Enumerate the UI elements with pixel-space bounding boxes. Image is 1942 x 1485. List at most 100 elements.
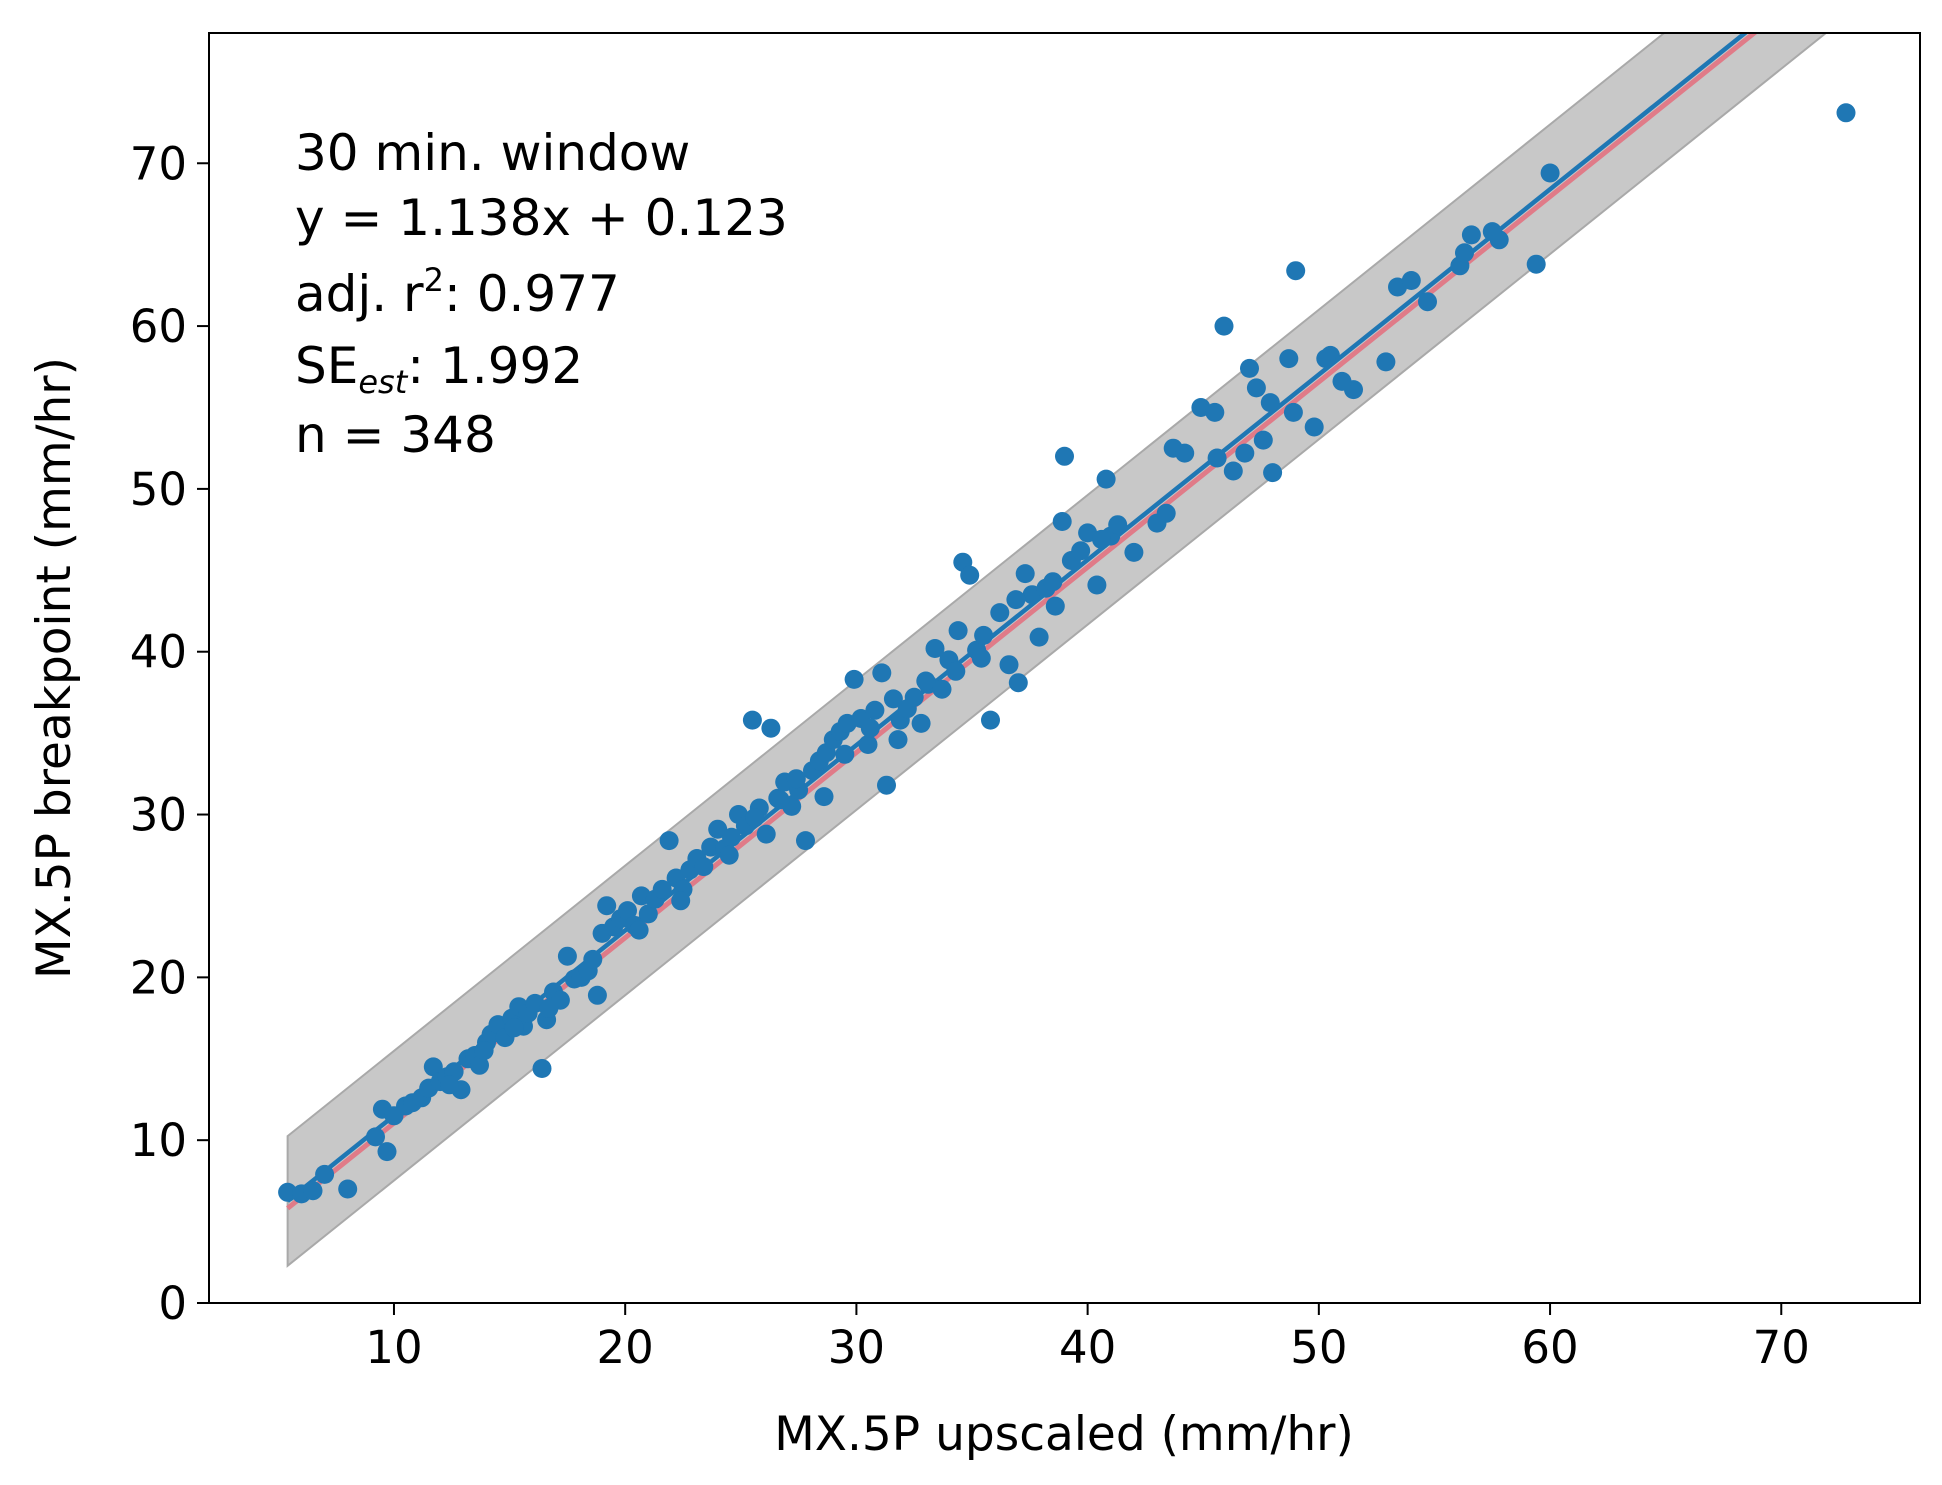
data-point xyxy=(694,857,714,877)
data-point xyxy=(1482,222,1502,242)
data-point xyxy=(1418,292,1437,312)
data-point xyxy=(278,1182,298,1202)
annotation-n: n = 348 xyxy=(295,406,496,464)
data-point xyxy=(1124,542,1144,562)
data-point xyxy=(1279,349,1299,369)
data-point xyxy=(1253,430,1273,450)
data-point xyxy=(814,787,834,807)
data-point xyxy=(860,718,880,738)
data-point xyxy=(1332,371,1352,391)
data-point xyxy=(1096,469,1116,489)
data-point xyxy=(911,713,931,733)
data-point xyxy=(1304,417,1324,437)
data-point xyxy=(504,1018,524,1038)
data-point xyxy=(925,639,945,658)
data-point xyxy=(865,700,885,720)
data-point xyxy=(1240,358,1259,378)
x-tick-label: 70 xyxy=(1753,1321,1810,1374)
y-tick-label: 20 xyxy=(130,951,187,1004)
y-tick-label: 50 xyxy=(130,463,187,516)
data-point xyxy=(557,946,577,966)
data-point xyxy=(796,831,815,851)
data-point xyxy=(1836,103,1856,123)
annotation-equation: y = 1.138x + 0.123 xyxy=(295,189,788,247)
data-point xyxy=(1029,627,1049,647)
data-point xyxy=(916,671,936,691)
y-tick-label: 10 xyxy=(130,1114,187,1167)
prediction-band xyxy=(286,33,1828,1268)
data-point xyxy=(1540,163,1560,183)
annotation-r2: adj. r2: 0.977 xyxy=(295,261,620,323)
data-point xyxy=(770,790,790,810)
y-axis-label: MX.5P breakpoint (mm/hr) xyxy=(27,357,82,979)
data-point xyxy=(742,710,762,730)
data-point xyxy=(904,687,924,707)
x-axis-label: MX.5P upscaled (mm/hr) xyxy=(774,1407,1354,1462)
data-point xyxy=(981,710,1000,730)
data-point xyxy=(1316,349,1336,369)
y-tick-label: 60 xyxy=(130,300,187,353)
data-point xyxy=(532,1059,552,1078)
data-point xyxy=(960,565,980,585)
data-point xyxy=(377,1142,397,1162)
y-axis-ticks: 0 10 20 30 40 50 60 70 xyxy=(130,137,209,1330)
data-point xyxy=(629,920,649,940)
confidence-band-layer xyxy=(286,33,1828,1268)
data-point xyxy=(440,1075,459,1095)
annotation-window: 30 min. window xyxy=(295,124,690,182)
data-point xyxy=(835,744,855,764)
x-tick-label: 50 xyxy=(1290,1321,1347,1374)
data-point xyxy=(1071,541,1091,561)
data-point xyxy=(638,904,658,924)
data-point xyxy=(1260,393,1280,413)
annotation-r2-sup: 2 xyxy=(424,261,444,299)
data-point xyxy=(877,775,896,795)
data-point xyxy=(1214,316,1234,336)
data-point xyxy=(671,891,691,911)
data-point xyxy=(1286,261,1306,281)
data-point xyxy=(1008,673,1028,693)
data-point xyxy=(708,819,728,839)
data-point xyxy=(659,831,679,851)
data-point xyxy=(474,1041,494,1061)
data-point xyxy=(470,1055,489,1075)
data-point xyxy=(539,998,559,1018)
x-tick-label: 40 xyxy=(1059,1321,1116,1374)
annotation-se: SEest: 1.992 xyxy=(295,337,583,401)
plot-frame xyxy=(208,32,1921,1304)
data-point xyxy=(1283,402,1303,422)
data-point xyxy=(366,1127,385,1147)
data-point xyxy=(618,901,637,921)
data-point xyxy=(946,661,966,681)
y-tick-label: 30 xyxy=(130,789,187,842)
x-tick-label: 30 xyxy=(828,1321,885,1374)
x-axis-ticks: 10 20 30 40 50 60 70 xyxy=(365,1303,1810,1374)
data-point xyxy=(1015,564,1035,584)
data-point xyxy=(1108,515,1128,535)
data-point xyxy=(883,689,903,709)
data-point xyxy=(888,730,908,750)
annotation-se-prefix: SE xyxy=(295,337,358,395)
data-point xyxy=(1455,243,1474,263)
data-point xyxy=(583,949,603,969)
y-tick-label: 0 xyxy=(158,1277,187,1330)
y-tick-label: 70 xyxy=(130,137,187,190)
annotation-r2-value: : 0.977 xyxy=(444,265,620,323)
data-point xyxy=(990,603,1010,623)
data-point xyxy=(1205,402,1225,422)
data-point xyxy=(1087,575,1107,595)
data-point xyxy=(745,808,765,828)
stats-annotation: 30 min. window y = 1.138x + 0.123 adj. r… xyxy=(295,124,788,464)
data-point xyxy=(1006,590,1026,610)
y-tick-label: 40 xyxy=(130,626,187,679)
data-point xyxy=(1175,443,1195,463)
data-point xyxy=(1461,225,1481,245)
x-tick-label: 10 xyxy=(365,1321,422,1374)
data-point xyxy=(1045,596,1065,616)
data-point xyxy=(756,824,776,844)
annotation-se-sub: est xyxy=(358,363,408,401)
data-point xyxy=(872,663,892,683)
data-point xyxy=(1263,463,1283,483)
data-point xyxy=(844,669,864,689)
